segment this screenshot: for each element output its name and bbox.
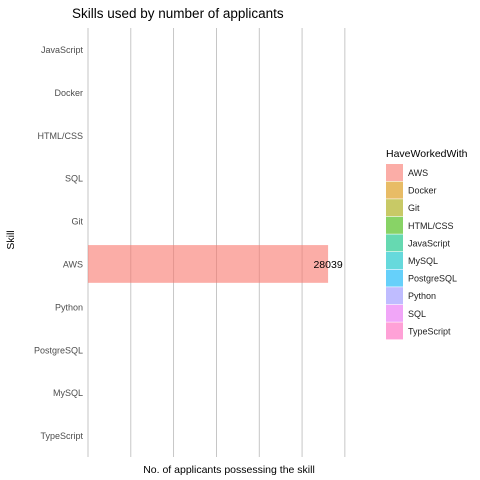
y-tick-label: PostgreSQL [34,345,83,355]
y-tick-label: MySQL [53,388,83,398]
y-tick-label: AWS [63,259,83,269]
y-tick-label: Docker [54,88,83,98]
legend-entry-label: JavaScript [408,238,451,248]
x-gridlines [87,28,346,457]
legend-entry-label: HTML/CSS [408,221,454,231]
legend-key [386,216,403,234]
y-tick-label: Git [71,217,83,227]
legend-entry-label: TypeScript [408,326,451,336]
legend-entry-label: MySQL [408,256,438,266]
bars [88,245,329,283]
legend-key [386,287,403,305]
legend-key [386,164,403,181]
y-tick-label: SQL [65,174,83,184]
legend-key [386,181,403,199]
legend-key [386,269,403,287]
legend: HaveWorkedWith AWS Docker Git HTML/CSS JavaS… [386,148,468,340]
y-tick-labels: JavaScript Docker HTML/CSS SQL Git AWS Python P… [34,45,84,441]
y-axis-label: Skill [5,230,17,249]
legend-entry-label: SQL [408,309,426,319]
legend-key [386,252,403,269]
legend-key [386,322,403,340]
legend-key [386,234,403,252]
y-tick-label: HTML/CSS [37,131,83,141]
y-tick-label: JavaScript [41,45,84,55]
legend-entry-label: Git [408,203,420,213]
bar-aws [88,245,329,283]
data-labels: 28039 [313,259,342,271]
legend-entry-label: Python [408,291,436,301]
legend-key [386,304,403,322]
chart-title: Skills used by number of applicants [72,6,284,21]
legend-key [386,199,403,217]
legend-entry-label: Docker [408,186,437,196]
data-label: 28039 [313,259,342,271]
legend-entry-label: PostgreSQL [408,274,457,284]
y-tick-label: TypeScript [40,431,83,441]
y-tick-label: Python [55,302,83,312]
x-axis-label: No. of applicants possessing the skill [143,464,315,476]
legend-title: HaveWorkedWith [386,148,468,160]
legend-entry-label: AWS [408,168,428,178]
